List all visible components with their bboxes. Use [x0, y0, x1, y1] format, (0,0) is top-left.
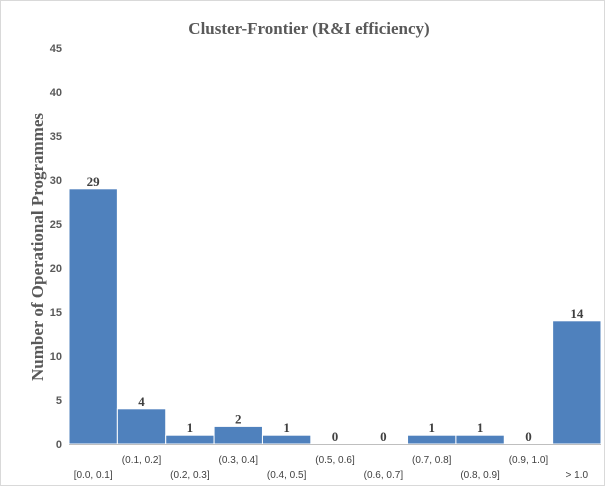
- x-tick-label: (0.4, 0.5]: [267, 470, 307, 481]
- y-axis-label: Number of Operational Programmes: [28, 113, 47, 381]
- x-axis-ticks: [0.0, 0.1] (0.1, 0.2] (0.2, 0.3] (0.3, 0.4]…: [74, 455, 589, 481]
- x-tick-label: (0.9, 1.0]: [509, 455, 549, 466]
- data-label: 1: [187, 420, 194, 435]
- bar: [261, 434, 312, 445]
- data-label: 2: [235, 411, 242, 426]
- data-label: 0: [525, 429, 532, 444]
- y-tick-label: 20: [50, 263, 62, 275]
- bar: [407, 434, 457, 445]
- x-tick-label: (0.7, 0.8]: [412, 455, 452, 466]
- x-tick-label: (0.6, 0.7]: [364, 470, 404, 481]
- chart-title: Cluster-Frontier (R&I efficiency): [188, 19, 429, 38]
- bar: [116, 408, 167, 445]
- x-tick-label: (0.8, 0.9]: [460, 470, 500, 481]
- x-tick-label: (0.3, 0.4]: [219, 455, 259, 466]
- bar: [165, 434, 215, 445]
- bars: [68, 188, 602, 445]
- bar: [68, 188, 118, 445]
- data-label: 0: [380, 429, 387, 444]
- y-tick-label: 15: [50, 307, 62, 319]
- y-tick-label: 0: [56, 439, 62, 451]
- y-axis-ticks: 0 5 10 15 20 25 30 35 40 45: [50, 43, 62, 451]
- data-label: 14: [570, 306, 584, 321]
- y-tick-label: 35: [50, 131, 62, 143]
- data-labels: 29 4 1 2 1 0 0 1 1 0 14: [87, 174, 584, 444]
- data-label: 4: [138, 394, 145, 409]
- data-label: 0: [332, 429, 339, 444]
- y-tick-label: 30: [50, 175, 62, 187]
- y-tick-label: 25: [50, 219, 62, 231]
- x-tick-label: (0.5, 0.6]: [315, 455, 355, 466]
- y-tick-label: 40: [50, 87, 62, 99]
- bar: [455, 434, 505, 445]
- data-label: 1: [283, 420, 290, 435]
- y-tick-label: 5: [56, 395, 62, 407]
- bar: [552, 320, 602, 445]
- y-tick-label: 45: [50, 43, 62, 55]
- x-tick-label: > 1.0: [566, 470, 589, 481]
- x-tick-label: [0.0, 0.1]: [74, 470, 113, 481]
- x-tick-label: (0.2, 0.3]: [170, 470, 210, 481]
- y-tick-label: 10: [50, 351, 62, 363]
- data-label: 1: [428, 420, 435, 435]
- bar: [213, 425, 263, 445]
- data-label: 29: [87, 174, 101, 189]
- data-label: 1: [477, 420, 484, 435]
- x-tick-label: (0.1, 0.2]: [122, 455, 162, 466]
